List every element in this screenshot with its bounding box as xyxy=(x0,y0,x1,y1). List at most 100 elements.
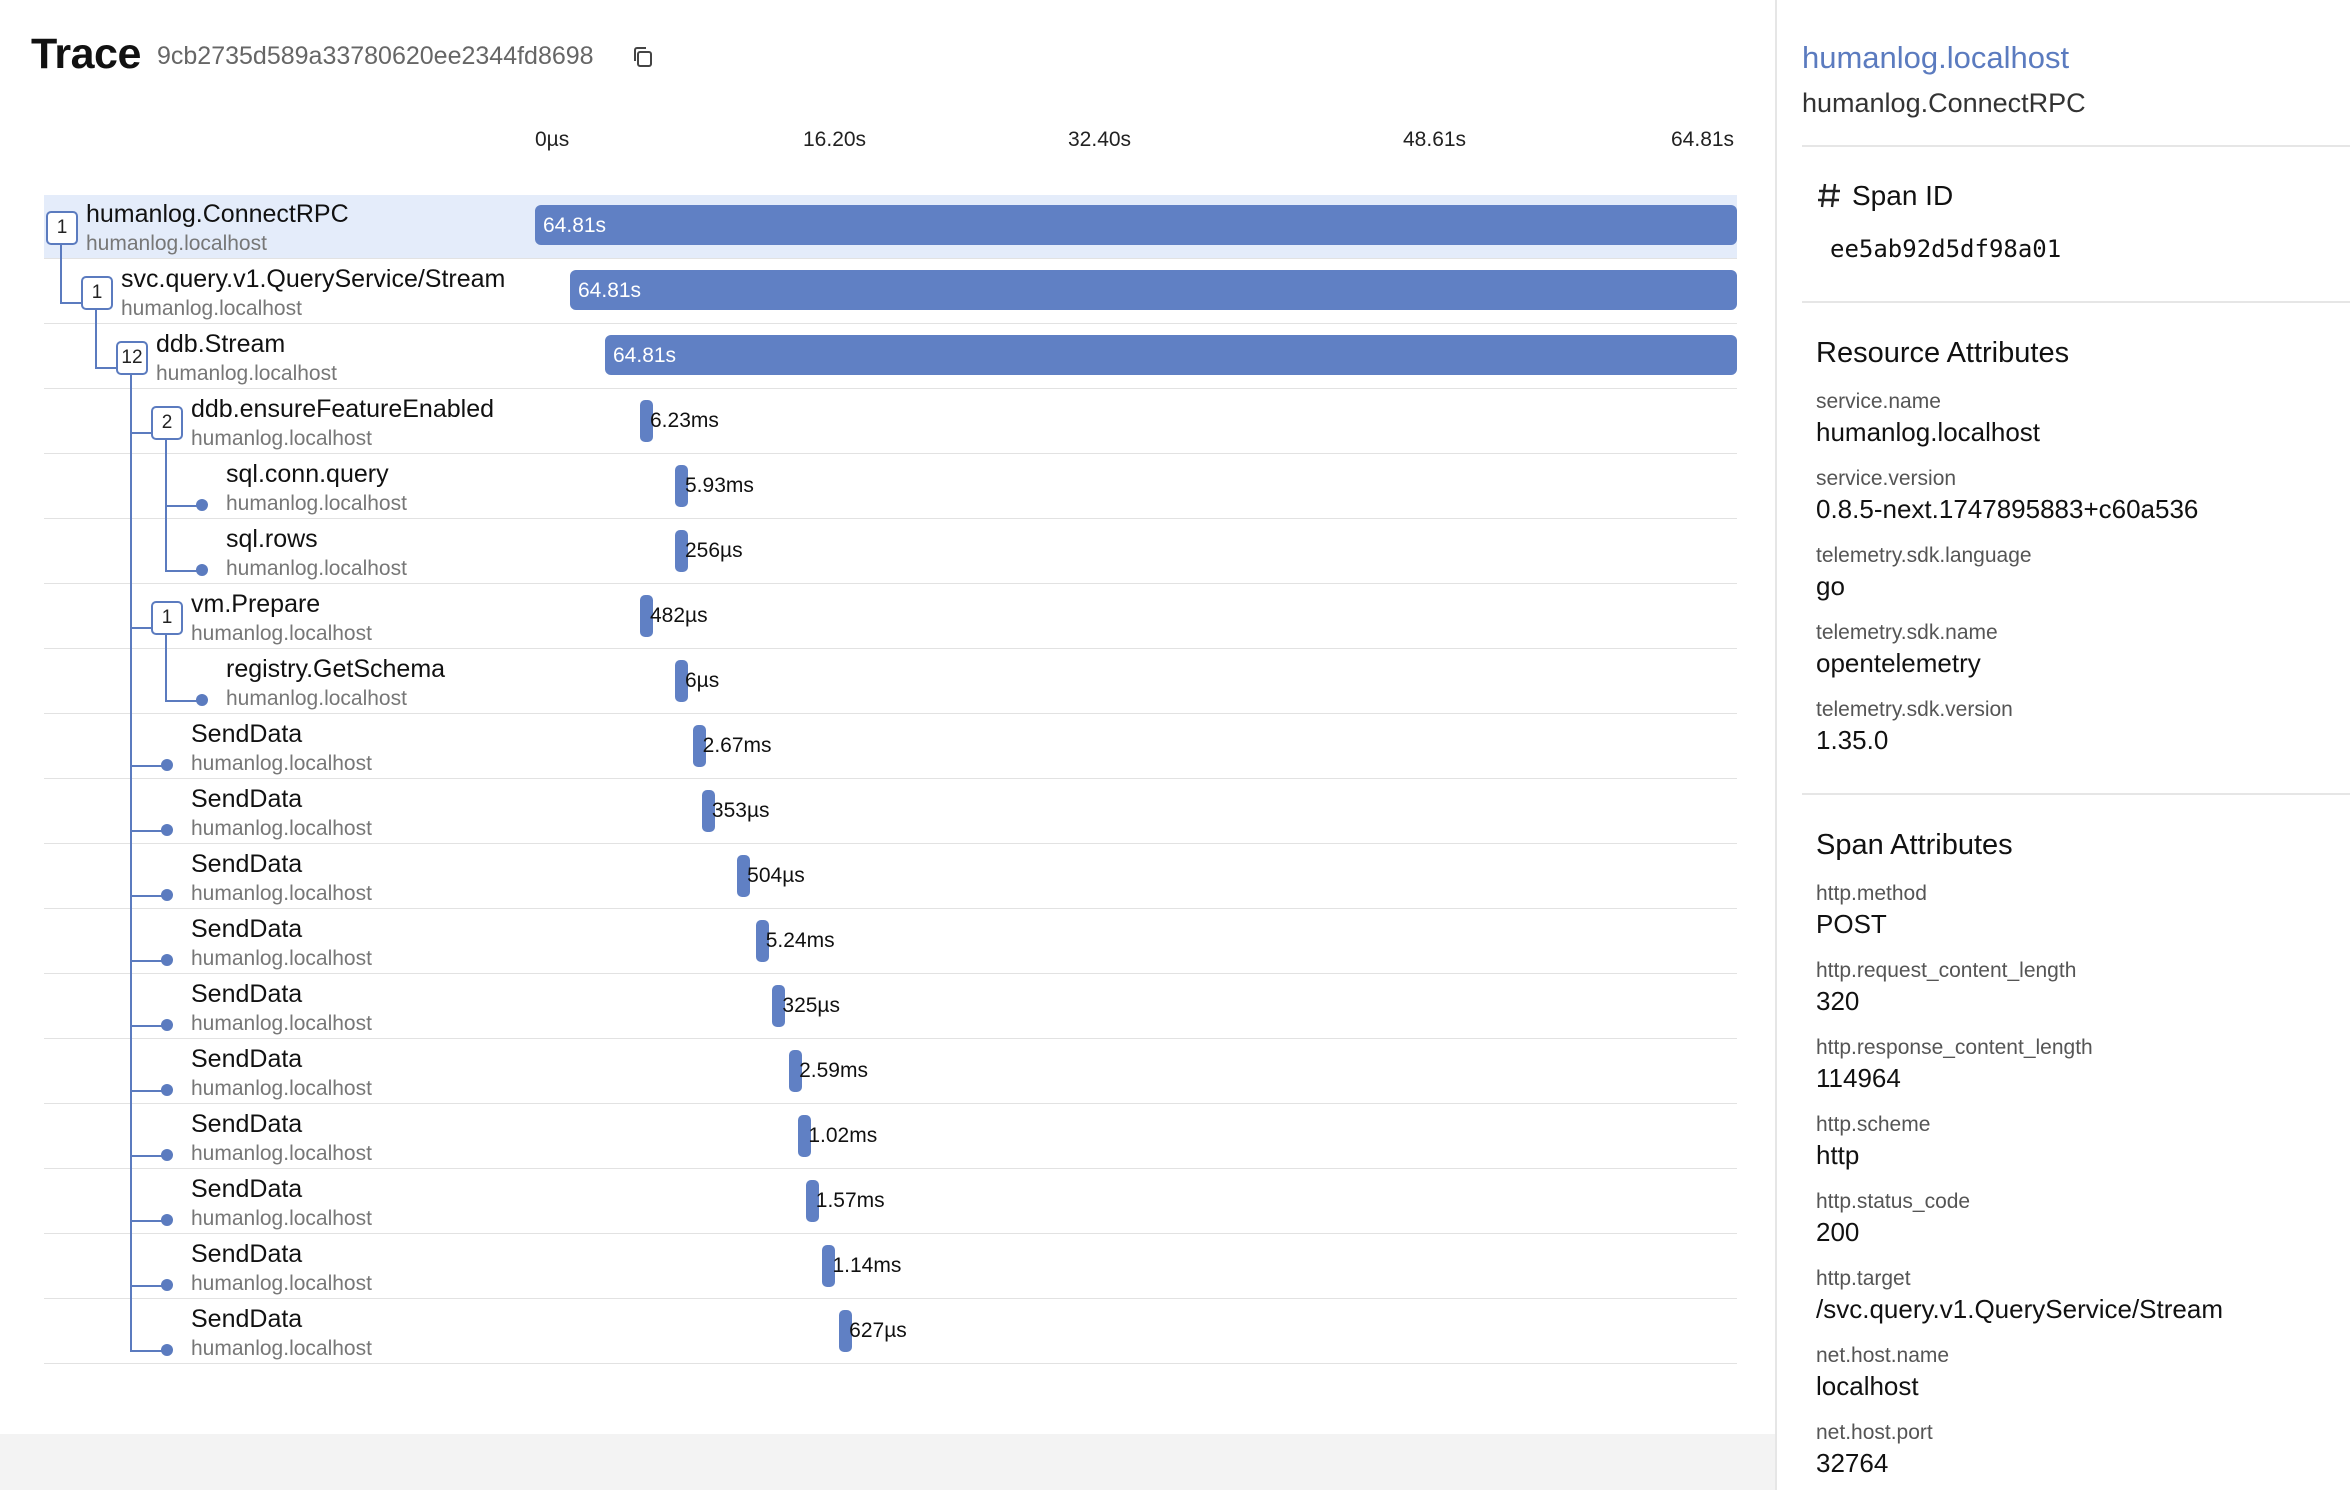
attribute-key: http.target xyxy=(1816,1267,1911,1290)
span-service: humanlog.localhost xyxy=(191,1337,372,1360)
divider xyxy=(1802,301,2350,303)
page-title: Trace xyxy=(31,30,141,78)
span-row[interactable] xyxy=(44,1300,1737,1364)
service-link[interactable]: humanlog.localhost xyxy=(1802,40,2070,75)
span-service: humanlog.localhost xyxy=(226,687,407,710)
span-duration: 1.14ms xyxy=(832,1254,902,1277)
span-bar[interactable] xyxy=(701,790,715,832)
span-row[interactable] xyxy=(44,715,1737,779)
tree-connector xyxy=(130,627,151,629)
span-service: humanlog.localhost xyxy=(191,1142,372,1165)
attribute-key: http.scheme xyxy=(1816,1113,1931,1136)
span-duration: 256µs xyxy=(685,539,743,562)
attribute-key: net.host.name xyxy=(1816,1344,1950,1367)
span-row[interactable] xyxy=(44,260,1737,324)
span-bar[interactable] xyxy=(822,1245,836,1287)
tree-connector xyxy=(165,635,167,700)
span-row[interactable] xyxy=(44,910,1737,974)
attribute-value: 32764 xyxy=(1816,1448,1889,1478)
child-count-toggle[interactable]: 12 xyxy=(116,341,148,375)
span-name: SendData xyxy=(191,1045,303,1073)
span-bar[interactable] xyxy=(755,920,769,962)
child-count-toggle[interactable]: 1 xyxy=(81,276,113,310)
span-leaf-dot xyxy=(196,499,208,511)
span-bar[interactable] xyxy=(535,205,1737,245)
span-row[interactable] xyxy=(44,520,1737,584)
span-name: ddb.Stream xyxy=(156,330,286,358)
tree-connector xyxy=(130,1155,163,1157)
span-leaf-dot xyxy=(196,564,208,576)
child-count-toggle[interactable]: 2 xyxy=(151,406,183,440)
span-bar[interactable] xyxy=(605,335,1737,375)
tree-connector xyxy=(130,765,163,767)
span-leaf-dot xyxy=(161,824,173,836)
span-bar[interactable] xyxy=(640,400,653,442)
attribute-value: humanlog.localhost xyxy=(1816,417,2041,447)
span-row[interactable] xyxy=(44,325,1737,389)
tree-connector xyxy=(60,245,62,302)
span-bar[interactable] xyxy=(675,660,688,702)
span-bar[interactable] xyxy=(805,1180,819,1222)
span-bar[interactable] xyxy=(692,725,706,767)
attribute-key: http.method xyxy=(1816,882,1927,905)
span-row[interactable] xyxy=(44,585,1737,649)
span-row[interactable] xyxy=(44,780,1737,844)
child-count-toggle[interactable]: 1 xyxy=(46,211,78,245)
attribute-key: telemetry.sdk.language xyxy=(1816,544,2032,567)
span-bar[interactable] xyxy=(772,985,786,1027)
span-row[interactable] xyxy=(44,1105,1737,1169)
span-name: vm.Prepare xyxy=(191,590,321,618)
hash-icon xyxy=(1818,183,1840,208)
attribute-value: POST xyxy=(1816,909,1887,939)
tree-connector xyxy=(165,570,198,572)
panel-divider[interactable] xyxy=(1775,0,1777,1490)
tree-connector xyxy=(130,830,163,832)
span-name: svc.query.v1.QueryService/Stream xyxy=(121,265,506,293)
copy-icon[interactable] xyxy=(632,46,654,68)
span-row[interactable] xyxy=(44,1040,1737,1104)
span-bar[interactable] xyxy=(640,595,653,637)
tree-connector xyxy=(130,1025,163,1027)
span-name: SendData xyxy=(191,785,303,813)
span-service: humanlog.localhost xyxy=(121,297,302,320)
span-bar[interactable] xyxy=(789,1050,803,1092)
span-row[interactable] xyxy=(44,650,1737,714)
span-name: SendData xyxy=(191,1305,303,1333)
span-row[interactable] xyxy=(44,1170,1737,1234)
tree-connector xyxy=(165,700,198,702)
span-name: sql.conn.query xyxy=(226,460,389,488)
span-row[interactable] xyxy=(44,1235,1737,1299)
attribute-key: service.version xyxy=(1816,467,1957,490)
span-bar[interactable] xyxy=(570,270,1737,310)
span-service: humanlog.localhost xyxy=(191,1272,372,1295)
span-leaf-dot xyxy=(161,1279,173,1291)
span-row[interactable] xyxy=(44,390,1737,454)
span-row[interactable] xyxy=(44,845,1737,909)
span-bar[interactable] xyxy=(839,1310,853,1352)
span-bar[interactable] xyxy=(737,855,751,897)
attribute-key: service.name xyxy=(1816,390,1941,413)
span-service: humanlog.localhost xyxy=(191,622,372,645)
span-bar[interactable] xyxy=(675,465,688,507)
attribute-value: 114964 xyxy=(1816,1063,1901,1093)
span-service: humanlog.localhost xyxy=(86,232,267,255)
span-name: ddb.ensureFeatureEnabled xyxy=(191,395,495,423)
attribute-value: opentelemetry xyxy=(1816,648,1981,678)
span-name: registry.GetSchema xyxy=(226,655,446,683)
span-service: humanlog.localhost xyxy=(191,882,372,905)
span-name: sql.rows xyxy=(226,525,318,553)
span-bar[interactable] xyxy=(798,1115,812,1157)
span-leaf-dot xyxy=(196,694,208,706)
attribute-key: http.status_code xyxy=(1816,1190,1971,1213)
span-duration: 1.57ms xyxy=(815,1189,885,1212)
span-row[interactable] xyxy=(44,455,1737,519)
child-count-toggle[interactable]: 1 xyxy=(151,601,183,635)
span-duration: 482µs xyxy=(650,604,708,627)
span-bar[interactable] xyxy=(675,530,688,572)
span-leaf-dot xyxy=(161,954,173,966)
divider xyxy=(1802,793,2350,795)
span-row[interactable] xyxy=(44,975,1737,1039)
span-name: SendData xyxy=(191,720,303,748)
attribute-key: http.request_content_length xyxy=(1816,959,2077,982)
span-id-value: ee5ab92d5df98a01 xyxy=(1830,235,2062,263)
